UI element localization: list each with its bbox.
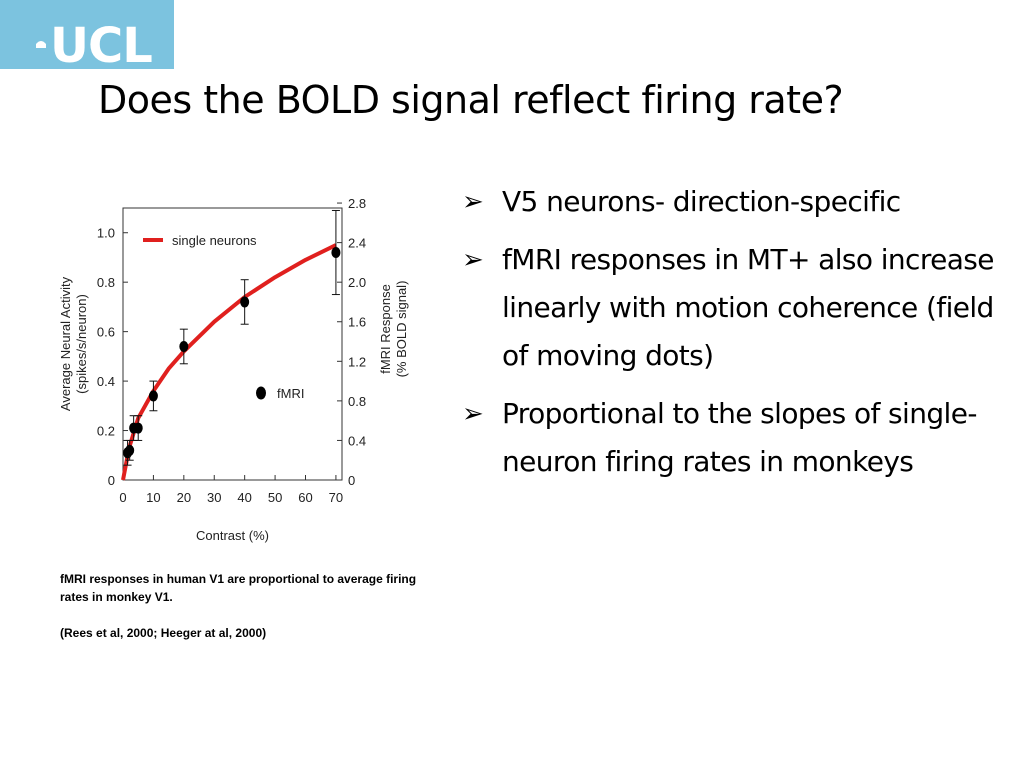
fmri-point — [148, 390, 158, 402]
y-left-tick-label: 0.2 — [97, 424, 115, 439]
fmri-point — [125, 444, 135, 456]
legend-line-label: single neurons — [172, 233, 257, 248]
y-left-tick-label: 0 — [108, 473, 115, 488]
y-right-axis-label: fMRI Response — [378, 284, 393, 374]
arrow-bullet-icon: ➢ — [462, 245, 484, 275]
bullet-item: ➢ fMRI responses in MT+ also increase li… — [462, 236, 1002, 380]
legend-point-label: fMRI — [277, 386, 304, 401]
x-tick-label: 50 — [268, 490, 282, 505]
fmri-point — [133, 422, 143, 434]
y-right-tick-label: 0 — [348, 473, 355, 488]
contrast-response-chart: 0 10 20 30 40 50 60 70 0 0.2 0.4 0.6 0.8 1.0 0 0.4 0.8 1.… — [58, 196, 409, 543]
x-tick-label: 20 — [177, 490, 191, 505]
slide-title: Does the BOLD signal reflect firing rate… — [98, 78, 844, 122]
plot-frame — [122, 207, 343, 481]
caption-citation: (Rees et al, 2000; Heeger at al, 2000) — [60, 626, 267, 640]
x-tick-label: 40 — [237, 490, 251, 505]
x-tick-label: 70 — [329, 490, 343, 505]
bullet-text: V5 neurons- direction-specific — [502, 185, 901, 218]
x-axis-label: Contrast (%) — [196, 528, 269, 543]
x-tick-label: 30 — [207, 490, 221, 505]
y-left-tick-label: 1.0 — [97, 226, 115, 241]
arrow-bullet-icon: ➢ — [462, 399, 484, 429]
y-right-tick-label: 1.2 — [348, 354, 366, 369]
bullet-list: ➢ V5 neurons- direction-specific ➢ fMRI … — [462, 178, 1002, 496]
y-right-axis-label: (% BOLD signal) — [394, 281, 409, 378]
y-right-tick-label: 2.8 — [348, 196, 366, 211]
y-left-tick-label: 0.6 — [97, 325, 115, 340]
bullet-item: ➢ V5 neurons- direction-specific — [462, 178, 1002, 226]
fmri-point — [240, 296, 250, 308]
logo-text: UCL — [50, 18, 153, 74]
arrow-bullet-icon: ➢ — [462, 187, 484, 217]
y-right-tick-label: 0.4 — [348, 433, 366, 448]
y-right-tick-label: 1.6 — [348, 315, 366, 330]
x-tick-label: 0 — [119, 490, 126, 505]
caption-text: fMRI responses in human V1 are proportio… — [60, 572, 417, 604]
y-left-tick-label: 0.8 — [97, 275, 115, 290]
legend-point-swatch — [256, 386, 266, 400]
fmri-point — [331, 247, 341, 259]
y-left-tick-label: 0.4 — [97, 374, 115, 389]
y-right-tick-label: 0.8 — [348, 394, 366, 409]
dome-icon — [36, 41, 46, 48]
y-right-tick-label: 2.4 — [348, 236, 366, 251]
ucl-logo: UCL — [0, 0, 174, 74]
x-tick-label: 10 — [146, 490, 160, 505]
y-left-axis-label: Average Neural Activity — [58, 276, 73, 411]
bullet-item: ➢ Proportional to the slopes of single-n… — [462, 390, 1002, 486]
x-tick-label: 60 — [298, 490, 312, 505]
fmri-point — [179, 340, 189, 352]
bullet-text: Proportional to the slopes of single-neu… — [502, 397, 977, 478]
y-left-axis-label: (spikes/s/neuron) — [74, 294, 89, 394]
single-neurons-curve — [121, 243, 337, 481]
y-right-tick-label: 2.0 — [348, 275, 366, 290]
bullet-text: fMRI responses in MT+ also increase line… — [502, 243, 995, 372]
figure-caption: fMRI responses in human V1 are proportio… — [60, 570, 440, 642]
